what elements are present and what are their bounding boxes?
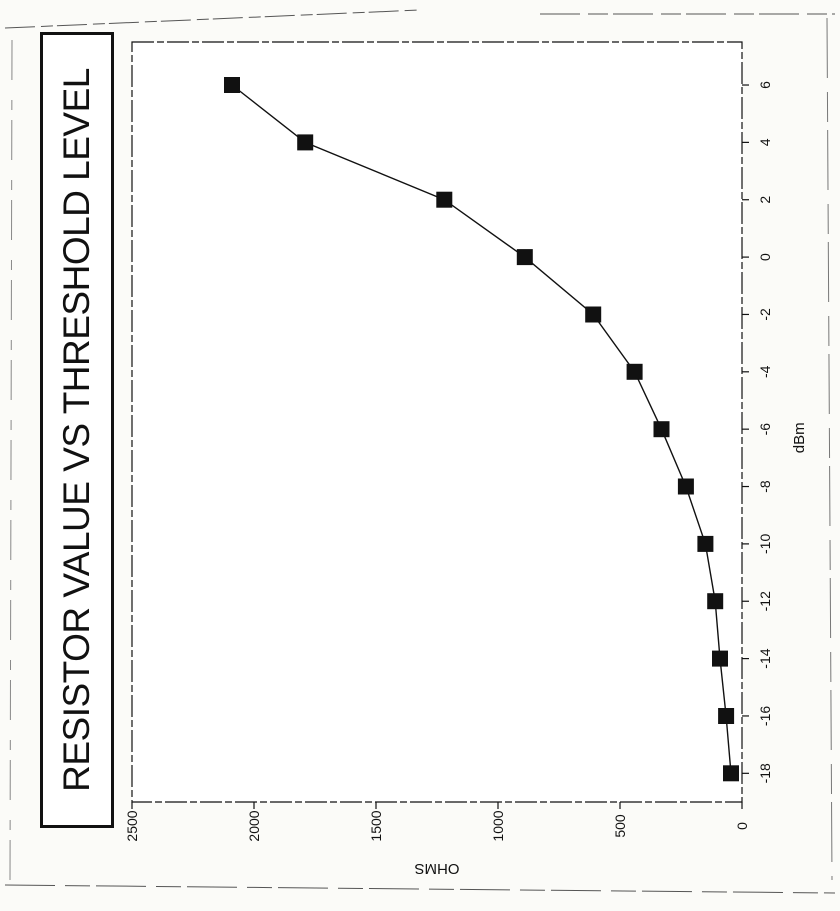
y-tick-label: 0	[734, 822, 750, 830]
y-tick-label: 2000	[246, 810, 262, 841]
data-point	[585, 306, 602, 323]
data-point	[723, 765, 739, 782]
data-point	[712, 650, 728, 667]
data-point	[626, 363, 643, 380]
data-point	[436, 191, 453, 208]
x-tick-label: -16	[757, 706, 773, 726]
x-tick-label: 2	[757, 196, 773, 204]
data-point	[653, 421, 670, 438]
data-point	[718, 708, 735, 724]
x-tick-label: 6	[757, 81, 773, 89]
x-tick-label: -6	[757, 423, 773, 436]
chart-title-box: RESISTOR VALUE VS THRESHOLD LEVEL	[40, 32, 114, 828]
data-point	[697, 535, 714, 552]
x-tick-label: -12	[757, 591, 773, 611]
data-point	[707, 593, 724, 610]
plot-area	[131, 41, 743, 803]
data-point	[677, 478, 694, 495]
x-tick-label: -8	[757, 480, 773, 493]
y-axis-label: OHMS	[415, 860, 460, 877]
y-tick-label: 500	[612, 814, 628, 838]
y-tick-label: 2500	[124, 810, 140, 841]
x-tick-label: -4	[757, 365, 773, 378]
x-tick-label: -10	[757, 534, 773, 554]
x-tick-label: 4	[757, 138, 773, 146]
data-point	[516, 249, 533, 266]
x-axis-label: dBm	[791, 422, 808, 453]
x-tick-label: -18	[757, 763, 773, 783]
y-tick-label: 1000	[490, 810, 506, 841]
data-point	[224, 77, 240, 93]
y-tick-label: 1500	[368, 810, 384, 841]
data-point	[297, 134, 314, 151]
x-tick-label: 0	[757, 253, 773, 261]
x-tick-label: -14	[757, 648, 773, 668]
x-tick-label: -2	[757, 308, 773, 321]
